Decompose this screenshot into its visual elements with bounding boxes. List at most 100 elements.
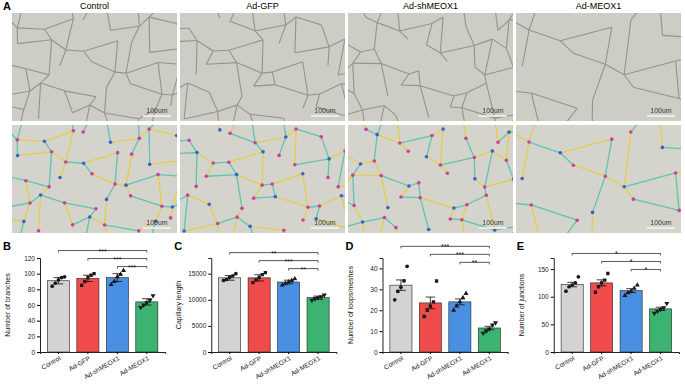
mesh-line: [272, 184, 275, 197]
mesh-line: [338, 39, 345, 75]
mesh-node: [386, 206, 390, 210]
mesh-node: [182, 229, 186, 233]
mesh-line: [177, 135, 178, 160]
y-axis-line: [380, 259, 384, 353]
mesh-node: [216, 222, 220, 226]
mesh-line: [377, 135, 400, 143]
y-tick: 120: [24, 255, 40, 262]
mesh-line: [84, 41, 118, 52]
mesh-node: [379, 174, 383, 178]
mesh-line: [12, 173, 26, 181]
y-tick-label: 120: [24, 255, 35, 262]
mesh-line: [348, 63, 353, 74]
data-point: [231, 274, 235, 278]
micrograph-background: [180, 125, 345, 233]
mesh-node: [227, 160, 231, 164]
mesh-line: [605, 64, 624, 75]
mesh-node: [113, 182, 117, 186]
mesh-node: [318, 204, 322, 208]
data-point: [405, 264, 409, 268]
mesh-node: [109, 140, 113, 144]
y-tick: 0: [545, 349, 554, 356]
mesh-line: [592, 100, 593, 121]
mesh-line: [272, 174, 303, 184]
y-axis: 050001000015000: [188, 259, 212, 356]
data-point: [150, 294, 155, 298]
mesh-line: [209, 92, 217, 111]
mesh-line: [531, 93, 543, 121]
mesh-line: [363, 106, 385, 111]
mesh-node: [372, 159, 376, 163]
mesh-line: [401, 196, 420, 198]
y-tick: 20: [370, 307, 382, 314]
mesh-node: [430, 134, 434, 138]
mesh-line: [229, 217, 237, 233]
mesh-node: [505, 159, 509, 163]
mesh-line: [90, 105, 105, 113]
mesh-node: [343, 149, 345, 153]
x-tick-mark: [259, 352, 260, 354]
micrograph: [348, 13, 513, 121]
mesh-line: [184, 223, 218, 231]
mesh-line: [462, 108, 467, 121]
bar: [136, 302, 158, 352]
data-point: [50, 284, 54, 288]
mesh-line: [180, 83, 188, 89]
data-point: [652, 312, 657, 316]
mesh-line: [516, 131, 529, 142]
mesh-line: [30, 195, 41, 203]
mesh-node: [39, 193, 43, 197]
y-tick-mark: [37, 289, 40, 290]
mesh-line: [348, 153, 361, 163]
mesh-line: [426, 136, 432, 157]
data-point: [261, 273, 264, 276]
y-tick: 100: [24, 270, 40, 277]
x-tick-label: Ad-GFP: [67, 354, 91, 372]
mesh-line: [420, 198, 454, 208]
mesh-line: [440, 45, 474, 53]
mesh-line: [150, 48, 177, 52]
x-tick-mark: [318, 352, 319, 354]
mesh-line: [172, 85, 177, 96]
x-tick-mark: [489, 352, 490, 354]
mesh-line: [509, 13, 513, 20]
mesh-line: [172, 64, 177, 95]
mesh-line: [374, 49, 381, 64]
mesh-line: [250, 226, 284, 230]
mesh-line: [605, 176, 624, 187]
x-tick-label: Ad-shMEOX1: [597, 354, 635, 380]
mesh-node: [204, 174, 208, 178]
mesh-line: [376, 106, 384, 121]
y-tick-mark: [37, 321, 40, 322]
significance-label: **: [301, 266, 307, 273]
data-point: [89, 274, 92, 277]
mesh-line: [516, 89, 531, 93]
bar: [650, 309, 672, 352]
mesh-line: [316, 206, 319, 219]
mesh-line: [148, 129, 150, 164]
mesh-line: [261, 152, 263, 185]
mesh-node: [473, 177, 477, 181]
micrograph: [180, 13, 345, 121]
mesh-line: [401, 74, 409, 85]
y-tick: 60: [28, 302, 40, 309]
mesh-line: [329, 39, 345, 47]
x-tick-mark: [572, 352, 573, 354]
mesh-line: [353, 175, 354, 205]
mesh-line: [662, 147, 681, 150]
mesh-node: [253, 141, 257, 145]
x-axis: ControlAd-GFPAd-shMEOX1Ad-MEOX1: [383, 352, 509, 380]
x-tick: Control: [383, 352, 405, 371]
mesh-line: [676, 54, 681, 61]
significance-label: ***: [285, 258, 293, 265]
y-tick: 40: [370, 265, 382, 272]
mesh-node: [50, 150, 54, 154]
x-tick-label: Ad-MEOX1: [118, 354, 150, 377]
bar: [419, 303, 441, 352]
mesh-node: [301, 172, 305, 176]
significance-label: *: [644, 266, 647, 273]
y-tick-mark: [551, 297, 554, 298]
mesh-line: [338, 151, 345, 187]
y-tick-label: 100: [538, 293, 549, 300]
y-tick: 150: [538, 266, 554, 273]
